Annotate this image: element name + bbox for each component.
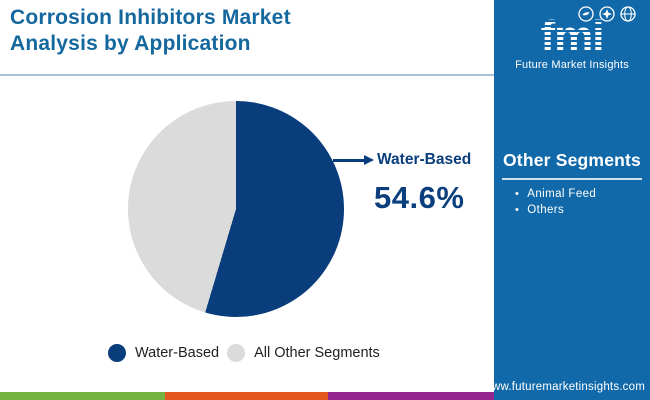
other-segments-divider xyxy=(502,178,642,180)
page-title-line2: Analysis by Application xyxy=(10,31,251,55)
legend-item-water-based: Water-Based xyxy=(108,344,219,362)
legend-label-all-other-segments: All Other Segments xyxy=(254,345,380,361)
annotation-value: 54.6% xyxy=(374,180,465,215)
fmi-logo-text: fmi xyxy=(494,14,650,59)
list-item-others: • Others xyxy=(515,204,642,216)
legend-item-all-other-segments: All Other Segments xyxy=(227,344,380,362)
bullet-icon: • xyxy=(515,204,520,216)
side-panel: fmi Future Market Insights Other Segment… xyxy=(483,0,650,400)
footer-website-link[interactable]: www.futuremarketinsights.com xyxy=(483,381,645,393)
page-title-line1: Corrosion Inhibitors Market xyxy=(10,6,291,29)
list-item-label: Others xyxy=(527,204,565,216)
fmi-logo-subtitle: Future Market Insights xyxy=(515,59,629,72)
pie-chart xyxy=(128,101,344,317)
legend-dot-water-based-icon xyxy=(108,344,126,362)
fmi-logo-icons xyxy=(494,6,650,22)
legend-label-water-based: Water-Based xyxy=(135,345,220,361)
legend-dot-all-other-segments-icon xyxy=(227,344,246,362)
fmi-logo: fmi Future Market Insights xyxy=(494,6,650,71)
chart-legend: Water-Based All Other Segments xyxy=(108,344,380,362)
dove-icon xyxy=(578,6,594,22)
annotation-arrow-icon xyxy=(364,155,374,165)
annotation-arrow-line xyxy=(333,159,364,162)
other-segments-block: Other Segments • Animal Feed • Others xyxy=(502,150,642,220)
compass-icon xyxy=(599,6,615,22)
other-segments-list: • Animal Feed • Others xyxy=(502,188,642,216)
globe-icon xyxy=(620,6,636,22)
bullet-icon: • xyxy=(515,188,520,200)
strip-purple xyxy=(328,392,494,400)
title-divider xyxy=(0,74,494,76)
list-item-label: Animal Feed xyxy=(527,188,597,200)
other-segments-heading: Other Segments xyxy=(503,150,641,170)
strip-orange xyxy=(165,392,328,400)
strip-green xyxy=(0,392,165,400)
page-title: Corrosion Inhibitors Market Analysis by … xyxy=(10,5,480,57)
annotation-label: Water-Based xyxy=(377,151,472,168)
list-item-animal-feed: • Animal Feed xyxy=(515,188,642,200)
